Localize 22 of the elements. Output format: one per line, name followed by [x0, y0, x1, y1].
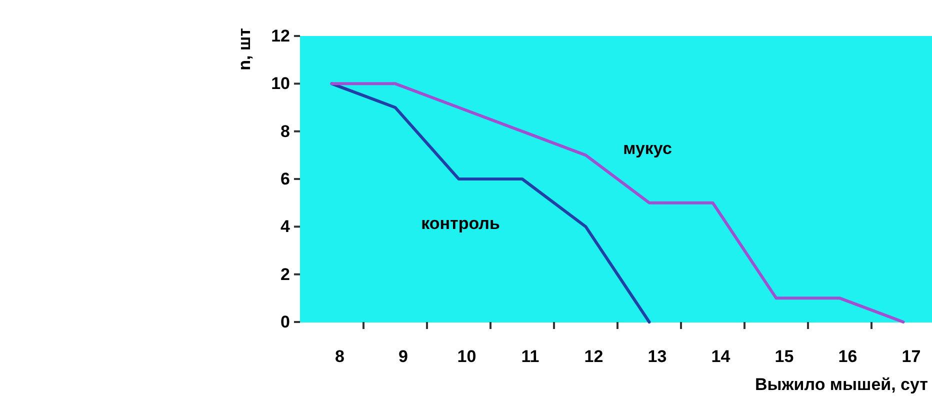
x-tick-label: 12	[584, 347, 604, 366]
x-tick-label: 8	[335, 347, 344, 366]
x-tick-label: 16	[838, 347, 858, 366]
x-tick-label: 14	[711, 347, 731, 366]
y-axis-title: n, шт	[235, 28, 254, 70]
series-label: мукус	[623, 139, 672, 158]
line-series	[330, 82, 905, 324]
y-tick-label: 0	[280, 312, 290, 332]
x-tick-label: 15	[774, 347, 794, 366]
y-tick-label: 4	[280, 217, 291, 236]
x-tick-label: 10	[457, 347, 476, 366]
x-tick-label: 17	[902, 347, 921, 366]
y-tick-label: 8	[280, 122, 290, 141]
x-tick-label: 13	[648, 347, 667, 366]
y-tick-label: 2	[280, 264, 290, 284]
x-axis-title: Выжило мышей, сут	[754, 375, 928, 394]
text: контроль	[421, 214, 500, 233]
y-tick-label: 12	[271, 26, 290, 46]
y-tick-label: 6	[280, 169, 290, 188]
y-tick-label: 10	[271, 74, 290, 94]
x-tick-label: 9	[398, 347, 408, 366]
x-tick-label: 11	[521, 347, 540, 366]
